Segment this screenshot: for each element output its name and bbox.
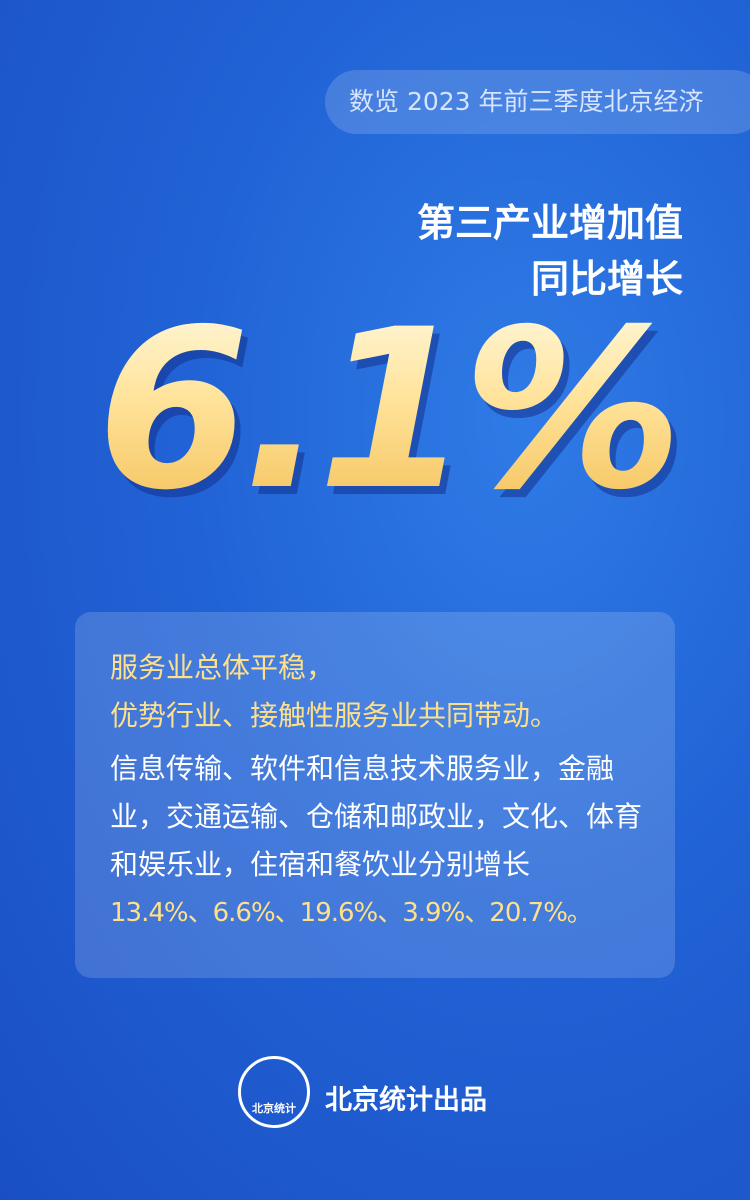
footer-credit: 北京统计出品 <box>325 1085 487 1116</box>
card-highlight: 服务业总体平稳， <box>110 651 335 684</box>
card-figures: 13.4%、6.6%、19.6%、3.9%、20.7%。 <box>110 898 593 928</box>
info-card <box>75 612 675 978</box>
card-body-line: 和娱乐业，住宿和餐饮业分别增长 <box>110 848 531 881</box>
header-tag: 数览 2023 年前三季度北京经济 <box>325 70 750 134</box>
logo: 北京统计 <box>238 1056 310 1128</box>
card-body-line: 信息传输、软件和信息技术服务业，金融 <box>110 752 615 785</box>
headline-line: 第三产业增加值 <box>416 201 683 245</box>
headline-line: 同比增长 <box>530 257 683 301</box>
card-highlight: 优势行业、接触性服务业共同带动。 <box>110 699 559 732</box>
headline-figure: 6.1% <box>96 282 683 538</box>
card-body-line: 业，交通运输、仓储和邮政业，文化、体育 <box>110 800 643 833</box>
